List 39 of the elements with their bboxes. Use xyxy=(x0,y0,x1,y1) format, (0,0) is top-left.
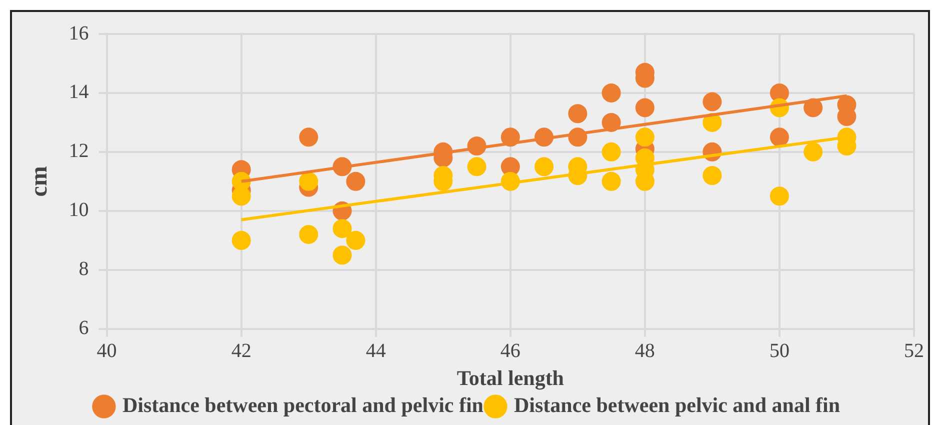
y-tick-label: 10 xyxy=(68,199,89,222)
x-tick-label: 46 xyxy=(500,340,520,362)
point xyxy=(602,172,621,191)
point xyxy=(346,230,366,250)
y-tick-label: 16 xyxy=(68,22,89,44)
point xyxy=(770,186,789,206)
y-axis-title: cm xyxy=(26,166,53,197)
point xyxy=(702,166,722,186)
point xyxy=(332,219,352,238)
point xyxy=(568,104,588,124)
point xyxy=(770,128,789,147)
point xyxy=(332,246,352,265)
point xyxy=(602,142,621,162)
x-tick-label: 48 xyxy=(634,340,655,362)
x-tick-label: 42 xyxy=(231,340,252,362)
x-tick-label: 44 xyxy=(366,340,386,362)
point xyxy=(299,172,318,191)
point xyxy=(635,98,654,118)
point xyxy=(232,230,251,250)
legend-label: Distance between pelvic and anal fin xyxy=(514,392,840,417)
point xyxy=(534,157,554,176)
x-tick-label: 50 xyxy=(769,340,790,362)
y-tick-label: 8 xyxy=(78,258,89,280)
point xyxy=(346,172,366,191)
point xyxy=(299,224,318,244)
y-tick-label: 14 xyxy=(68,81,89,104)
point xyxy=(635,128,654,147)
x-tick-label: 40 xyxy=(96,340,117,362)
point xyxy=(467,157,486,176)
point xyxy=(602,83,621,102)
point xyxy=(702,92,722,112)
y-tick-label: 6 xyxy=(78,317,89,340)
y-tick-label: 12 xyxy=(68,140,89,162)
x-axis-title: Total length xyxy=(456,366,564,390)
x-tick-label: 52 xyxy=(904,340,924,362)
point xyxy=(804,142,823,162)
point xyxy=(299,128,318,147)
point xyxy=(232,186,251,206)
legend-label: Distance between pectoral and pelvic fin xyxy=(122,392,484,417)
